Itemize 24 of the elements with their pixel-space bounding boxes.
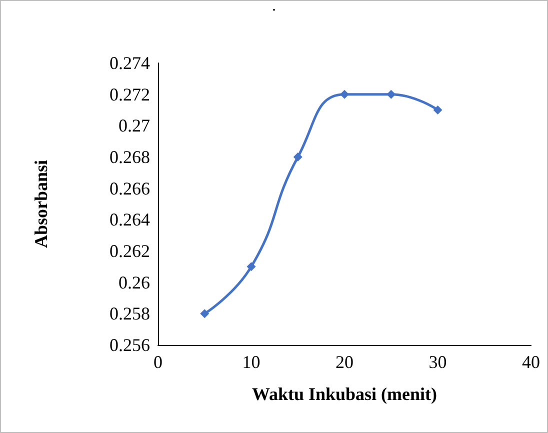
- point: [246, 262, 256, 272]
- point: [433, 106, 442, 114]
- y-tick-label: 0.27: [118, 116, 150, 136]
- y-tick-label: 0.272: [110, 84, 150, 104]
- x-tick-label: 20: [336, 352, 354, 372]
- chart-title: .: [272, 0, 276, 14]
- x-tick-label: 0: [154, 352, 162, 372]
- x-tick-label: 30: [428, 352, 447, 372]
- y-tick-label: 0.258: [110, 304, 150, 324]
- point: [200, 309, 210, 318]
- y-tick-label: 0.256: [110, 335, 150, 355]
- y-tick-label: 0.266: [110, 178, 150, 198]
- point: [340, 90, 349, 99]
- y-tick-label: 0.262: [110, 241, 150, 261]
- x-tick-label: 10: [242, 352, 260, 372]
- y-tick-label: 0.274: [110, 53, 150, 73]
- y-tick-label: 0.26: [118, 272, 150, 292]
- point: [386, 90, 396, 99]
- point: [293, 152, 302, 162]
- x-axis-title: Waktu Inkubasi (menit): [252, 384, 438, 404]
- y-tick-label: 0.264: [110, 210, 150, 230]
- x-tick-label: 40: [522, 352, 540, 372]
- y-axis-title: Absorbansi: [31, 160, 51, 248]
- y-tick-label: 0.268: [110, 147, 150, 167]
